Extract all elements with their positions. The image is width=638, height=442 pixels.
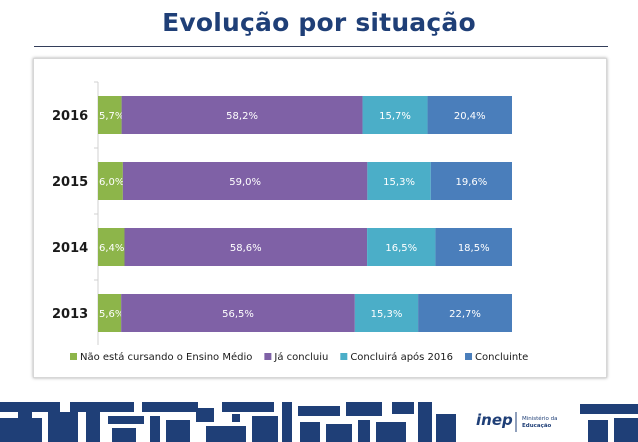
data-label-2016-1: 58,2%	[226, 111, 258, 122]
data-label-2013-2: 15,3%	[371, 309, 403, 320]
bar-segment-2013-2	[354, 294, 419, 332]
data-label-2015-3: 19,6%	[455, 177, 487, 188]
data-label-2016-0: 5,7%	[99, 111, 124, 122]
data-label-2015-2: 15,3%	[383, 177, 415, 188]
bar-segment-2016-3	[427, 96, 512, 134]
legend-label-1: Já concluiu	[273, 351, 328, 363]
page-title: Evolução por situação	[162, 8, 476, 37]
bar-segment-2014-0	[98, 228, 125, 266]
ministry-line1: Ministério da	[522, 415, 557, 422]
bar-segment-2013-3	[418, 294, 512, 332]
bar-segment-2015-1	[122, 162, 368, 200]
title-divider	[34, 46, 608, 47]
inep-logo-text: inep	[476, 411, 513, 429]
bar-segment-2015-3	[430, 162, 512, 200]
data-label-2013-3: 22,7%	[449, 309, 481, 320]
y-tick-label-2015: 2015	[52, 175, 88, 190]
legend-label-3: Concluinte	[475, 352, 528, 363]
bar-segment-2013-0	[98, 294, 122, 332]
bar-segment-2015-2	[367, 162, 431, 200]
y-tick-label-2013: 2013	[52, 307, 88, 322]
data-label-2014-1: 58,6%	[230, 243, 262, 254]
data-label-2016-3: 20,4%	[454, 111, 486, 122]
legend-swatch-2	[340, 353, 348, 360]
bar-segment-2014-2	[367, 228, 436, 266]
data-label-2014-0: 6,4%	[99, 243, 124, 254]
footer-mosaic-pattern	[0, 402, 456, 442]
bar-segment-2013-1	[121, 294, 355, 332]
data-label-2016-2: 15,7%	[379, 111, 411, 122]
y-tick-label-2016: 2016	[52, 109, 88, 124]
footer-graphic: inep Ministério da Educação	[0, 402, 638, 442]
legend-swatch-0	[70, 353, 77, 360]
footer-banner: inep Ministério da Educação	[0, 394, 638, 442]
bar-segment-2014-3	[435, 228, 512, 266]
bar-segment-2016-2	[362, 96, 428, 134]
y-tick-label-2014: 2014	[52, 241, 88, 256]
data-label-2014-2: 16,5%	[385, 243, 417, 254]
data-label-2014-3: 18,5%	[458, 243, 490, 254]
data-label-2015-1: 59,0%	[229, 177, 261, 188]
data-label-2013-1: 56,5%	[222, 309, 254, 320]
legend-label-2: Concluirá após 2016	[350, 351, 453, 363]
bar-segment-2014-1	[124, 228, 368, 266]
legend-label-0: Não está cursando o Ensino Médio	[80, 351, 252, 363]
bar-segment-2015-0	[98, 162, 123, 200]
footer-mosaic-right	[580, 404, 638, 442]
bar-segment-2016-1	[121, 96, 363, 134]
legend-swatch-3	[465, 353, 473, 360]
stacked-bar-chart: 2016 5,7% 58,2% 15,7% 20,4% 2015 6,0% 59,0% 15,3…	[52, 81, 528, 363]
ministry-line2: Educação	[522, 423, 552, 429]
inep-logo: inep Ministério da Educação	[476, 411, 557, 432]
bar-segment-2016-0	[98, 96, 122, 134]
data-label-2015-0: 6,0%	[99, 177, 124, 188]
legend-swatch-1	[264, 353, 272, 360]
data-label-2013-0: 5,6%	[99, 309, 124, 320]
